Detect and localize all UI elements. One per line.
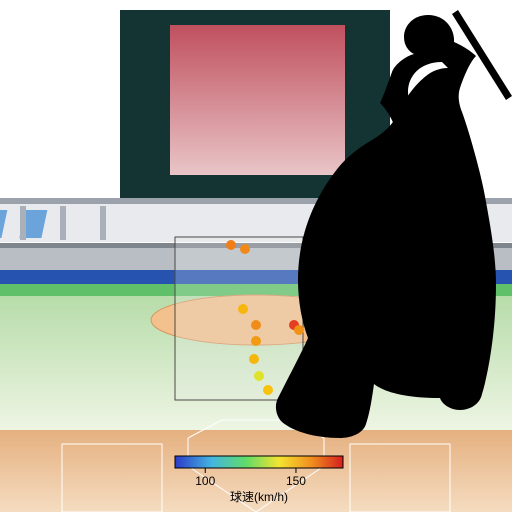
colorbar — [175, 456, 343, 468]
stands-post — [20, 206, 26, 240]
pitch-dot — [251, 336, 261, 346]
colorbar-tick-label: 150 — [286, 474, 306, 488]
strike-zone — [175, 237, 303, 400]
pitch-dot — [294, 325, 304, 335]
colorbar-tick-label: 100 — [195, 474, 215, 488]
stands-post — [100, 206, 106, 240]
pitch-dot — [254, 371, 264, 381]
pitch-dot — [251, 320, 261, 330]
scoreboard-screen — [170, 25, 345, 175]
pitch-dot — [226, 240, 236, 250]
pitch-location-chart: 100 150 球速(km/h) — [0, 0, 512, 512]
pitch-dot — [240, 244, 250, 254]
colorbar-title: 球速(km/h) — [230, 490, 288, 504]
pitch-dot — [238, 304, 248, 314]
stands-post — [60, 206, 66, 240]
pitch-dot — [263, 385, 273, 395]
pitch-dot — [249, 354, 259, 364]
